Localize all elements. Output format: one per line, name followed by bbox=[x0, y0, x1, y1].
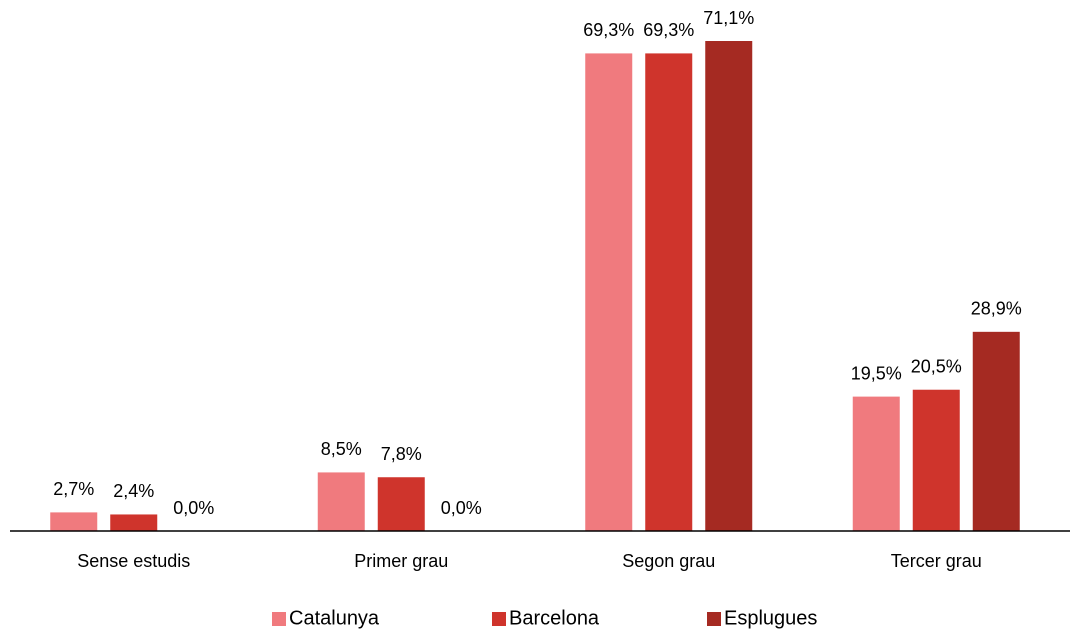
value-label: 69,3% bbox=[583, 20, 634, 40]
value-label: 8,5% bbox=[321, 439, 362, 459]
value-label: 2,7% bbox=[53, 479, 94, 499]
value-label: 69,3% bbox=[643, 20, 694, 40]
x-tick-label: Tercer grau bbox=[891, 551, 982, 571]
legend-swatch bbox=[492, 612, 506, 626]
value-label: 0,0% bbox=[173, 498, 214, 518]
bar bbox=[852, 396, 900, 531]
legend-label: Esplugues bbox=[724, 607, 817, 629]
x-tick-label: Primer grau bbox=[354, 551, 448, 571]
x-tick-label: Segon grau bbox=[622, 551, 715, 571]
bar bbox=[110, 514, 158, 531]
value-label: 19,5% bbox=[851, 363, 902, 383]
legend-swatch bbox=[272, 612, 286, 626]
bar bbox=[972, 331, 1020, 531]
bar bbox=[645, 53, 693, 532]
value-label: 20,5% bbox=[911, 356, 962, 376]
legend-swatch bbox=[707, 612, 721, 626]
bar bbox=[317, 472, 365, 531]
bar bbox=[50, 512, 98, 531]
value-label: 71,1% bbox=[703, 8, 754, 28]
bar bbox=[705, 41, 753, 531]
value-label: 28,9% bbox=[971, 299, 1022, 319]
value-label: 7,8% bbox=[381, 444, 422, 464]
x-tick-label: Sense estudis bbox=[77, 551, 190, 571]
bar bbox=[912, 389, 960, 531]
legend-label: Catalunya bbox=[289, 607, 380, 629]
value-label: 0,0% bbox=[441, 498, 482, 518]
legend-label: Barcelona bbox=[509, 607, 600, 629]
bar bbox=[377, 477, 425, 531]
bar bbox=[585, 53, 633, 532]
value-label: 2,4% bbox=[113, 481, 154, 501]
